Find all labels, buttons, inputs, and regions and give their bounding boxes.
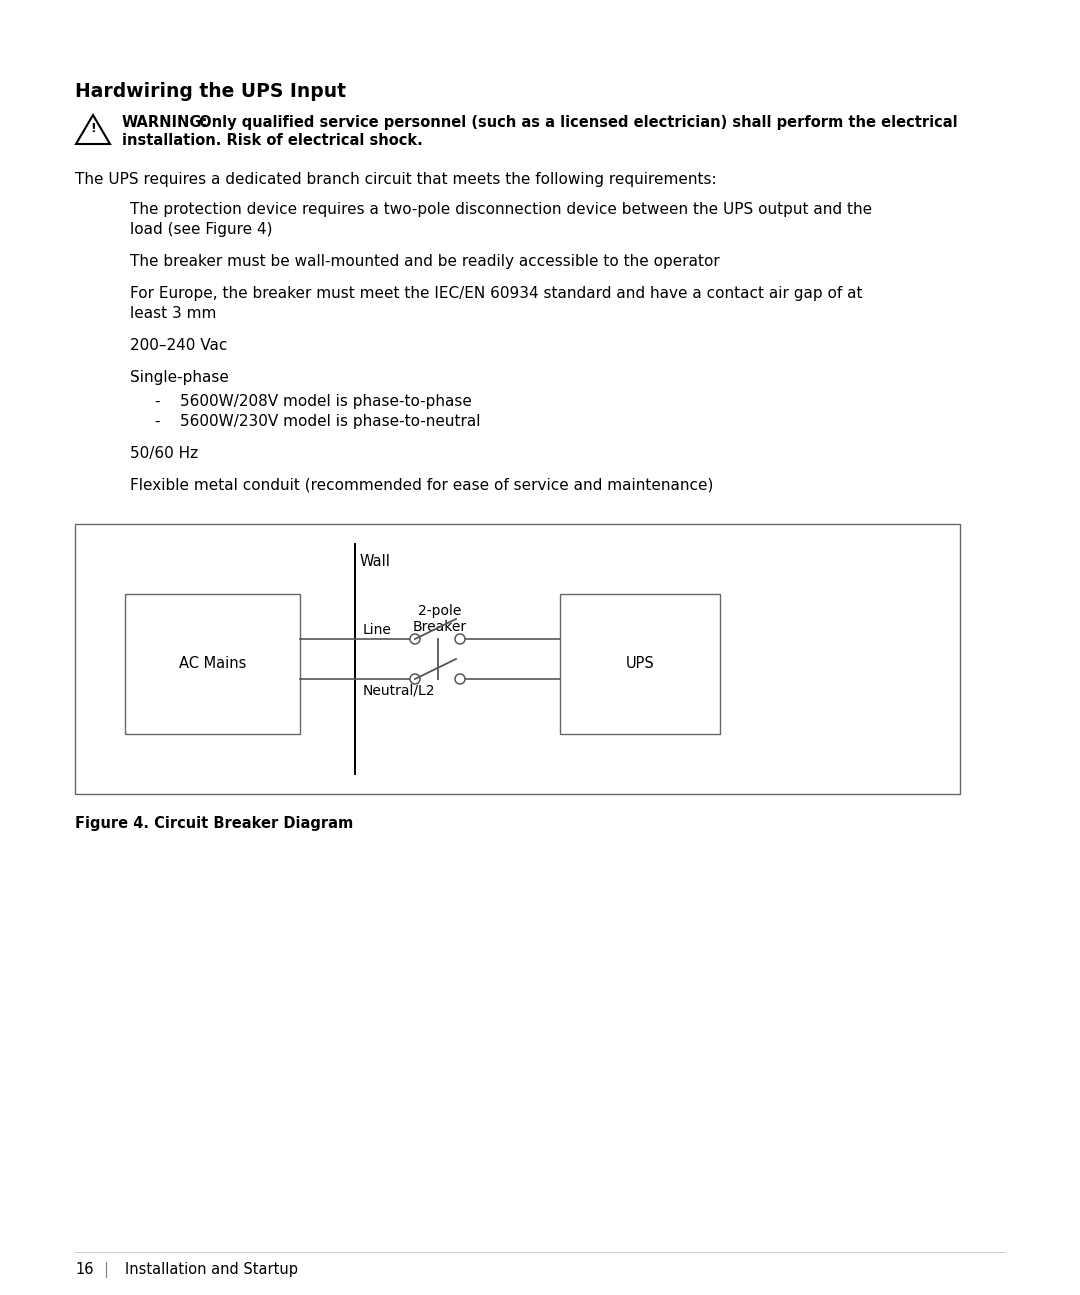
Text: load (see Figure 4): load (see Figure 4)	[130, 221, 272, 237]
Text: 200–240 Vac: 200–240 Vac	[130, 338, 228, 354]
Circle shape	[410, 673, 420, 684]
Circle shape	[455, 635, 465, 644]
Text: The protection device requires a two-pole disconnection device between the UPS o: The protection device requires a two-pol…	[130, 202, 873, 218]
Text: For Europe, the breaker must meet the IEC/EN 60934 standard and have a contact a: For Europe, the breaker must meet the IE…	[130, 286, 863, 300]
Text: Only qualified service personnel (such as a licensed electrician) shall perform : Only qualified service personnel (such a…	[194, 115, 958, 130]
Text: installation. Risk of electrical shock.: installation. Risk of electrical shock.	[122, 133, 422, 148]
Text: Neutral/L2: Neutral/L2	[363, 682, 435, 697]
Text: WARNING:: WARNING:	[122, 115, 208, 130]
Bar	[125, 594, 300, 734]
Bar	[75, 524, 960, 794]
Text: AC Mains: AC Mains	[179, 657, 246, 672]
Text: 50/60 Hz: 50/60 Hz	[130, 445, 198, 461]
Text: 16: 16	[75, 1263, 94, 1277]
Text: Line: Line	[363, 623, 392, 637]
Text: 2-pole
Breaker: 2-pole Breaker	[413, 603, 467, 635]
Text: least 3 mm: least 3 mm	[130, 306, 216, 321]
Circle shape	[410, 635, 420, 644]
Circle shape	[455, 673, 465, 684]
Text: The UPS requires a dedicated branch circuit that meets the following requirement: The UPS requires a dedicated branch circ…	[75, 172, 717, 186]
Text: UPS: UPS	[625, 657, 654, 672]
Text: -    5600W/230V model is phase-to-neutral: - 5600W/230V model is phase-to-neutral	[156, 414, 481, 429]
Text: |: |	[103, 1263, 108, 1278]
Text: Wall: Wall	[360, 554, 391, 569]
Text: Figure 4. Circuit Breaker Diagram: Figure 4. Circuit Breaker Diagram	[75, 816, 353, 831]
Text: Installation and Startup: Installation and Startup	[125, 1263, 298, 1277]
Text: Flexible metal conduit (recommended for ease of service and maintenance): Flexible metal conduit (recommended for …	[130, 478, 714, 493]
Bar	[561, 594, 720, 734]
Text: !: !	[90, 122, 96, 135]
Text: Hardwiring the UPS Input: Hardwiring the UPS Input	[75, 82, 346, 101]
Text: -    5600W/208V model is phase-to-phase: - 5600W/208V model is phase-to-phase	[156, 394, 472, 409]
Text: Single-phase: Single-phase	[130, 370, 229, 385]
Text: The breaker must be wall-mounted and be readily accessible to the operator: The breaker must be wall-mounted and be …	[130, 254, 719, 269]
